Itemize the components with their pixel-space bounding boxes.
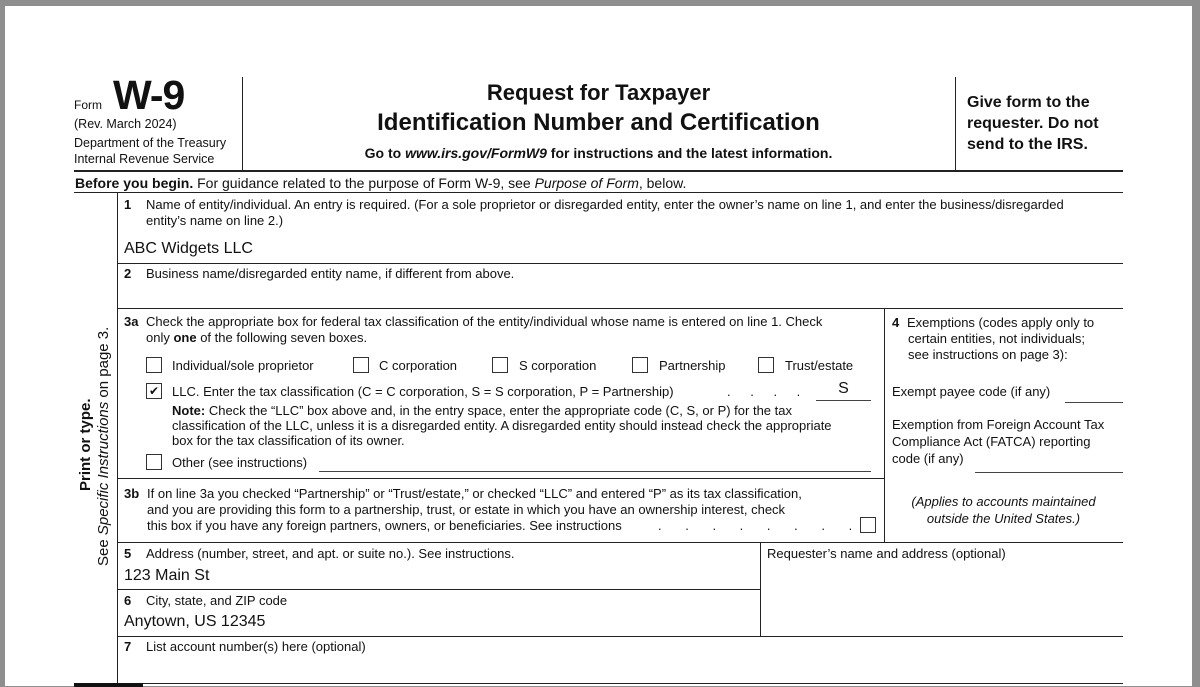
line3a-text: Check the appropriate box for federal ta…: [146, 314, 823, 329]
llc-label: LLC. Enter the tax classification (C = C…: [172, 384, 674, 399]
form-title-line2: Identification Number and Certification: [377, 109, 820, 136]
line6-label: 6 City, state, and ZIP code: [124, 593, 287, 609]
line1-num: 1: [124, 197, 132, 212]
other-input[interactable]: [319, 455, 870, 471]
option-s-corp-label: S corporation: [519, 358, 597, 373]
exempt-payee-label: Exempt payee code (if any): [892, 384, 1051, 399]
s3: on page 3.: [95, 326, 112, 402]
window-scrollbar[interactable]: [1193, 0, 1200, 686]
line4-text2: certain entities, not individuals;: [908, 331, 1086, 346]
account-numbers-input[interactable]: [124, 658, 1114, 676]
line2-label: 2 Business name/disregarded entity name, …: [124, 266, 514, 282]
line1-label: 1 Name of entity/individual. An entry is …: [124, 197, 1064, 213]
irs-url-link[interactable]: www.irs.gov/FormW9: [405, 145, 547, 161]
line3b-t1: If on line 3a you checked “Partnership” …: [147, 486, 802, 501]
line3a-label: 3a Check the appropriate box for federal …: [124, 314, 822, 330]
option-c-corp-label: C corporation: [379, 358, 458, 373]
checkbox-llc[interactable]: ✔: [146, 383, 162, 399]
other-label: Other (see instructions): [172, 455, 308, 470]
checkbox-partnership[interactable]: [632, 357, 648, 373]
option-partnership-label: Partnership: [659, 358, 726, 373]
line3b-text1: 3b If on line 3a you checked “Partnership…: [124, 486, 802, 502]
side-label-line2: See Specific Instructions on page 3.: [95, 327, 112, 566]
city-state-zip-input[interactable]: Anytown, US 12345: [124, 613, 266, 630]
w9-form-page: Form W-9 (Rev. March 2024) Department of…: [5, 6, 1192, 687]
line3a-num: 3a: [124, 314, 139, 329]
line1-text: Name of entity/individual. An entry is r…: [146, 197, 1064, 212]
line5-text: Address (number, street, and apt. or sui…: [146, 546, 515, 561]
line4-num: 4: [892, 315, 900, 330]
llc-note-line3: box for the tax classification of its ow…: [172, 433, 405, 448]
option-trust-label: Trust/estate: [785, 358, 854, 373]
fatca-label3: code (if any): [892, 451, 964, 466]
purpose-of-form-ref: Purpose of Form: [534, 175, 639, 191]
line3b-dots: . . . . . . . .: [658, 518, 863, 533]
line4-text3: see instructions on page 3):: [908, 347, 1068, 362]
agency: Internal Revenue Service: [74, 152, 215, 166]
fatca-input[interactable]: [975, 453, 1123, 469]
side-label-line1: Print or type.: [77, 398, 94, 491]
line5-label: 5 Address (number, street, and apt. or su…: [124, 546, 515, 562]
before-bold: Before you begin.: [75, 175, 194, 191]
checkbox-other[interactable]: [146, 454, 162, 470]
requester-input[interactable]: [767, 564, 1117, 630]
line3b-text2: and you are providing this form to a par…: [147, 502, 786, 517]
line1-label2: entity’s name on line 2.): [146, 213, 284, 228]
l2s: of the following seven boxes.: [196, 330, 368, 345]
line4-text1: 4 Exemptions (codes apply only to: [892, 315, 1094, 331]
form-title-line1: Request for Taxpayer: [486, 80, 711, 105]
line2-business-name-input[interactable]: [124, 286, 1114, 304]
option-individual-label: Individual/sole proprietor: [172, 358, 314, 373]
line7-label: 7 List account number(s) here (optional): [124, 639, 366, 655]
goto-prefix: Go to: [364, 145, 406, 161]
before-you-begin: Before you begin. For guidance related t…: [75, 175, 686, 191]
address-input[interactable]: 123 Main St: [124, 567, 210, 584]
fatca-label1: Exemption from Foreign Account Tax: [892, 417, 1105, 432]
before-text: For guidance related to the purpose of F…: [193, 175, 535, 191]
line1-name-input[interactable]: ABC Widgets LLC: [124, 240, 253, 257]
checkbox-c-corporation[interactable]: [353, 357, 369, 373]
applies-note1: (Applies to accounts maintained: [911, 494, 1096, 509]
note1: Check the “LLC” box above and, in the en…: [205, 403, 792, 418]
line6-num: 6: [124, 593, 132, 608]
llc-note-line1: Note: Check the “LLC” box above and, in …: [172, 403, 792, 419]
llc-dots: . . . .: [727, 384, 809, 399]
form-number: W-9: [113, 72, 185, 118]
l2p: only: [146, 330, 174, 345]
llc-classification-input[interactable]: S: [838, 380, 849, 397]
exempt-payee-input[interactable]: [1065, 384, 1123, 400]
give-form-note: Give form to the requester. Do not send …: [967, 94, 1099, 153]
line2-text: Business name/disregarded entity name, i…: [146, 266, 515, 281]
line2-num: 2: [124, 266, 132, 281]
line3b-num: 3b: [124, 486, 140, 501]
before-tail: , below.: [638, 175, 687, 191]
note-bold: Note:: [172, 403, 206, 418]
checkbox-foreign-partners[interactable]: [860, 517, 876, 533]
l2b: one: [173, 330, 197, 345]
line7-num: 7: [124, 639, 132, 654]
line5-num: 5: [124, 546, 132, 561]
instructions-link-line: Go to www.irs.gov/FormW9 for instruction…: [242, 145, 955, 161]
line3b-text3: this box if you have any foreign partner…: [147, 518, 622, 533]
line6-text: City, state, and ZIP code: [146, 593, 288, 608]
goto-suffix: for instructions and the latest informat…: [546, 145, 833, 161]
checkbox-individual[interactable]: [146, 357, 162, 373]
l4t1: Exemptions (codes apply only to: [907, 315, 1095, 330]
form-label: Form: [74, 98, 102, 112]
s2: Specific Instructions: [95, 401, 112, 536]
checkbox-s-corporation[interactable]: [492, 357, 508, 373]
checkmark-icon: ✔: [148, 384, 160, 398]
llc-note-line2: classification of the LLC, unless it is …: [172, 418, 832, 433]
checkbox-trust-estate[interactable]: [758, 357, 774, 373]
line7-text: List account number(s) here (optional): [146, 639, 366, 654]
applies-note2: outside the United States.): [926, 511, 1081, 526]
requester-label: Requester’s name and address (optional): [767, 546, 1006, 561]
revision: (Rev. March 2024): [74, 117, 177, 131]
department: Department of the Treasury: [74, 136, 227, 150]
line3a-label2: only one of the following seven boxes.: [146, 330, 367, 346]
s1: See: [95, 535, 112, 566]
part-heading-bar: [74, 683, 143, 687]
fatca-label2: Compliance Act (FATCA) reporting: [892, 434, 1091, 449]
